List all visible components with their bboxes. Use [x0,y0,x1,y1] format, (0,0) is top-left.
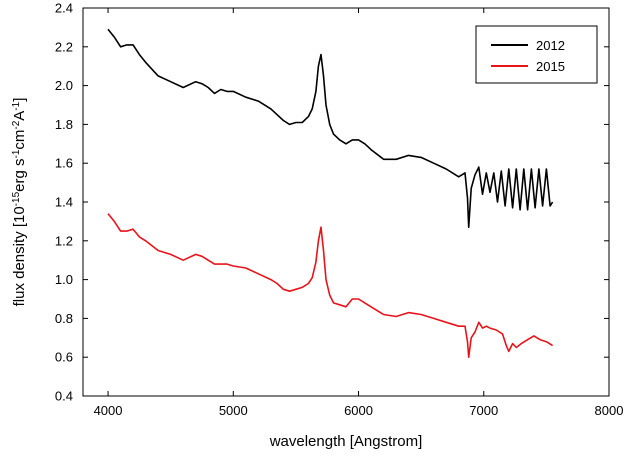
x-tick-label: 8000 [595,403,624,418]
y-axis-label: flux density [10-15erg s-1cm-2A-1] [11,98,28,307]
x-tick-label: 5000 [219,403,248,418]
y-tick-label: 2.2 [55,39,73,54]
y-tick-label: 1.4 [55,195,73,210]
y-axis-label-superscript: -1 [11,101,22,110]
y-axis-label-superscript: -2 [11,120,22,129]
y-tick-label: 1.0 [55,272,73,287]
legend-label-2015: 2015 [536,59,565,74]
legend-label-2012: 2012 [536,38,565,53]
x-axis-label: wavelength [Angstrom] [269,433,423,450]
legend: 2012 2015 [475,25,598,84]
x-tick-label: 6000 [344,403,373,418]
x-tick-label: 4000 [94,403,123,418]
y-tick-label: 1.6 [55,156,73,171]
y-axis-label-text: flux density [10 [11,206,28,306]
y-tick-label: 0.8 [55,311,73,326]
y-tick-label: 1.8 [55,117,73,132]
series-line-2015 [107,213,554,358]
y-axis-label-superscript: -15 [11,191,22,206]
y-axis-label-text: erg s [11,159,28,192]
y-axis-label-text: cm [11,130,28,150]
y-tick-label: 2.0 [55,78,73,93]
y-axis-label-text: A [11,111,28,121]
y-tick-label: 0.4 [55,389,73,404]
x-tick-label: 7000 [469,403,498,418]
y-tick-label: 1.2 [55,233,73,248]
legend-box [475,25,598,84]
y-axis-label-superscript: -1 [11,149,22,158]
y-axis-label-text: ] [11,98,28,102]
series-layer [107,28,554,358]
y-tick-label: 2.4 [55,1,73,16]
series-line-2012 [107,28,554,228]
ticks-layer: 4000 5000 6000 7000 8000 0.4 0.6 0.8 1.0 1.2 1.4 1.… [55,1,624,419]
y-tick-label: 0.6 [55,350,73,365]
